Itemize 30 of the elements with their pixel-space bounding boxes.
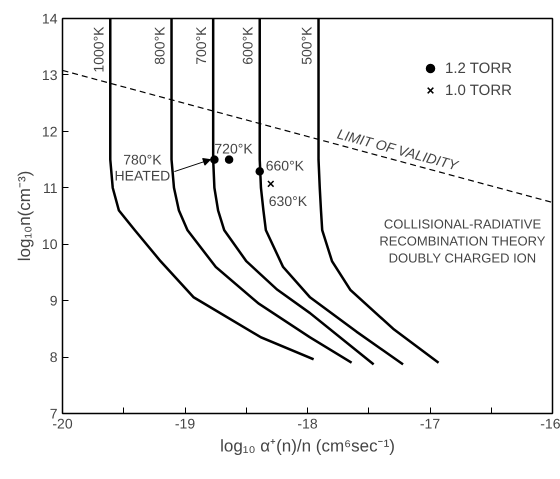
x-axis-title: log₁₀ α⁺(n)/n (cm⁶sec⁻¹): [220, 436, 395, 456]
x-tick-label: -16: [540, 416, 560, 432]
y-tick-label: 11: [42, 180, 58, 196]
annotation: COLLISIONAL-RADIATIVE RECOMBINATION THEORY DOUBLY CHARGED ION: [379, 216, 546, 266]
annotation: 630°K: [268, 192, 308, 209]
text: 1000°K: [90, 26, 106, 73]
y-tick-label: 7: [50, 406, 58, 422]
y-tick-label: 8: [50, 349, 58, 366]
x-tick-label: -17: [420, 416, 440, 432]
text: 600°K: [240, 26, 256, 65]
legend-label: 1.0 TORR: [445, 82, 512, 98]
x-tick-label: -18: [297, 416, 318, 432]
point: [255, 167, 264, 176]
y-tick-label: 9: [50, 292, 58, 309]
legend-label: 1.2 TORR: [445, 60, 512, 76]
x-tick-label: -19: [174, 416, 196, 432]
text: 500°K: [298, 26, 315, 65]
y-tick-label: 12: [42, 123, 58, 140]
text: 800°K: [152, 26, 168, 65]
y-tick-label: 10: [42, 236, 58, 252]
y-tick-label: 14: [42, 10, 58, 26]
point: [224, 155, 234, 164]
point: [267, 180, 274, 188]
annotation: 720°K: [214, 140, 254, 157]
y-axis-title: log₁₀n(cm⁻³): [14, 170, 34, 262]
annotation: 660°K: [266, 157, 305, 174]
point: [210, 155, 219, 164]
annotation: 780°K HEATED: [114, 152, 170, 184]
text: 700°K: [193, 26, 210, 65]
y-tick-label: 13: [42, 66, 58, 83]
